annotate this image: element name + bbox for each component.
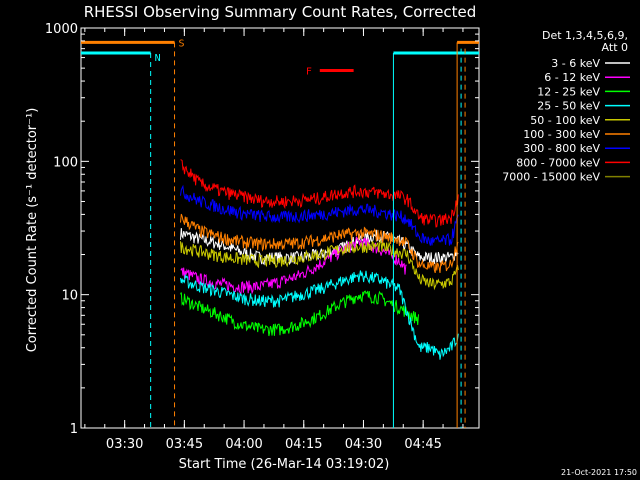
flare-label: F [306,67,312,78]
legend-header-line2: Att 0 [602,41,628,54]
series-line-6-12keV [180,236,407,295]
plot-area: S N F [80,27,480,429]
series-line-25-50keV [180,270,459,360]
y-tick-label: 1 [70,422,78,437]
legend-label: 25 - 50 keV [537,100,600,113]
legend-header-line1: Det 1,3,4,5,6,9, [542,29,628,42]
legend-label: 12 - 25 keV [537,85,600,98]
series-line-100-300keV [180,213,459,274]
x-axis: 03:30 03:45 04:00 04:15 04:30 04:45 [84,28,464,452]
y-axis: 1 10 100 1000 [45,22,479,437]
x-tick-label: 03:45 [166,437,203,452]
legend-label: 50 - 100 keV [530,114,600,127]
x-axis-label: Start Time (26-Mar-14 03:19:02) [179,457,390,472]
saa-label: S [179,38,185,49]
legend-label: 6 - 12 keV [544,71,600,84]
y-tick-label: 10 [61,289,78,304]
series-line-300-800keV [180,184,459,246]
series-line-50-100keV [180,239,459,291]
legend-label: 3 - 6 keV [551,57,600,70]
series-line-800-7000keV [180,159,459,228]
series-line-3-6keV [180,228,459,266]
y-tick-label: 1000 [45,22,78,37]
x-tick-label: 03:30 [106,437,143,452]
plot-frame [80,27,480,429]
night-label: N [155,53,161,64]
x-tick-label: 04:15 [285,437,322,452]
y-axis-label: Corrected Count Rate (s⁻¹ detector⁻¹) [25,108,40,353]
chart-title: RHESSI Observing Summary Count Rates, Co… [84,3,477,21]
legend-label: 100 - 300 keV [523,128,600,141]
render-timestamp: 21-Oct-2021 17:50 [561,468,637,477]
x-tick-label: 04:45 [404,437,441,452]
legend-label: 7000 - 15000 keV [502,171,600,184]
x-tick-label: 04:30 [345,437,382,452]
y-tick-label: 100 [53,155,78,170]
series-line-12-25keV [180,290,419,337]
legend-label: 800 - 7000 keV [516,156,600,169]
legend-label: 300 - 800 keV [523,142,600,155]
x-tick-label: 04:00 [225,437,262,452]
